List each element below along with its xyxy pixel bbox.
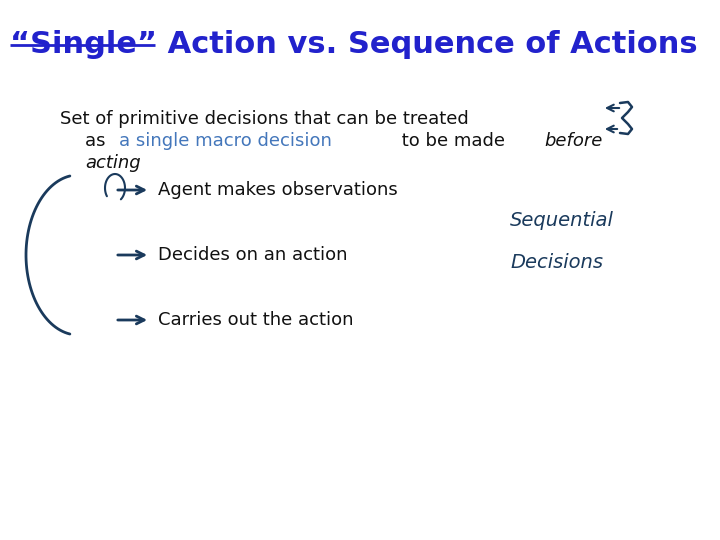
Text: Decides on an action: Decides on an action	[158, 246, 348, 264]
Text: “Single” Action vs. Sequence of Actions: “Single” Action vs. Sequence of Actions	[10, 30, 698, 59]
Text: as: as	[85, 132, 112, 150]
Text: before: before	[544, 132, 603, 150]
Text: Decisions: Decisions	[510, 253, 603, 272]
Text: Set of primitive decisions that can be treated: Set of primitive decisions that can be t…	[60, 110, 469, 128]
Text: a single macro decision: a single macro decision	[119, 132, 332, 150]
Text: acting: acting	[85, 154, 140, 172]
Text: Sequential: Sequential	[510, 211, 614, 229]
Text: Agent makes observations: Agent makes observations	[158, 181, 397, 199]
Text: to be made: to be made	[395, 132, 510, 150]
Text: Carries out the action: Carries out the action	[158, 311, 354, 329]
